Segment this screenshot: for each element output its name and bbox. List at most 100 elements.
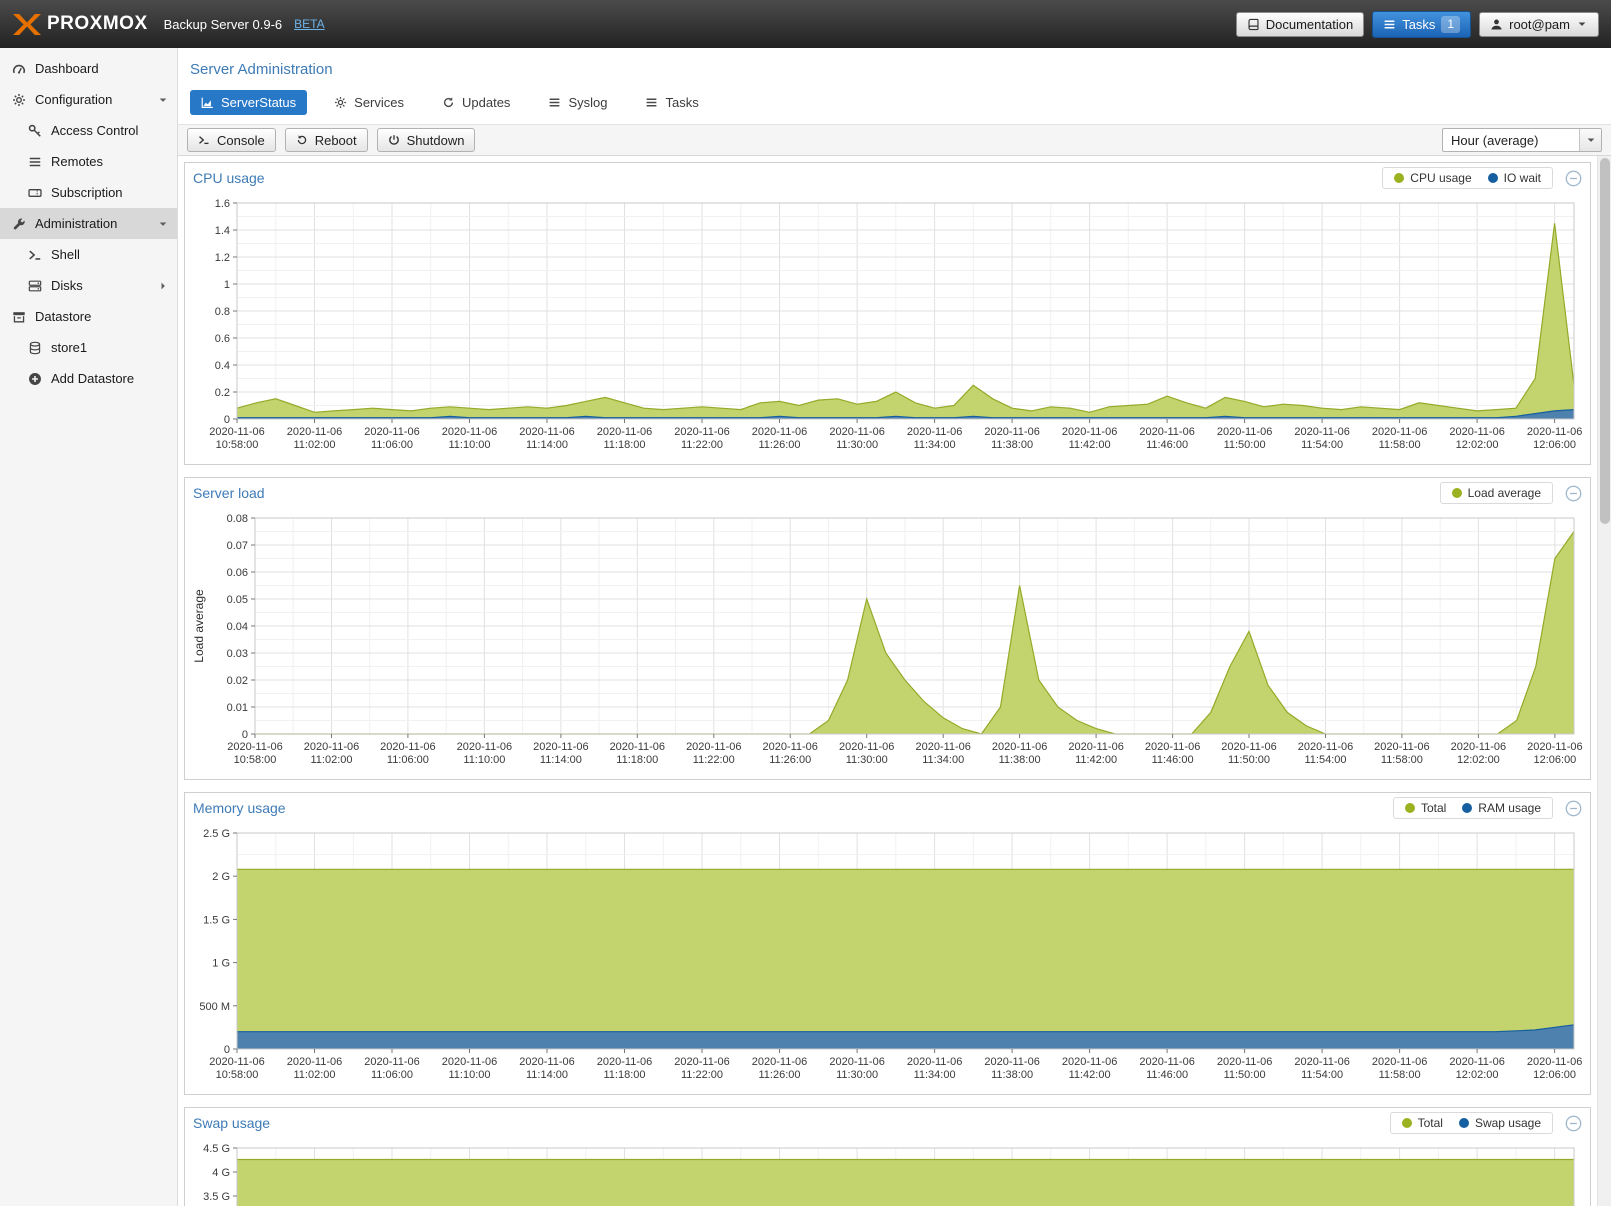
legend-item-load-average[interactable]: Load average [1451,486,1541,500]
list-icon [548,96,561,109]
sidebar-item-store1[interactable]: store1 [0,332,177,363]
timeframe-value: Hour (average) [1451,132,1539,148]
sidebar-item-administration[interactable]: Administration [0,208,177,239]
svg-text:0: 0 [224,1044,230,1056]
power-icon [388,134,400,146]
collapse-panel-icon[interactable] [1565,485,1582,502]
collapse-panel-icon[interactable] [1565,170,1582,187]
terminal-icon [198,134,210,146]
chart-legend: Load average [1439,482,1553,504]
beta-link[interactable]: BETA [294,17,325,31]
collapse-panel-icon[interactable] [1565,800,1582,817]
panel-server-load: Server load Load average 0 0.01 0.02 0.03 0.… [184,477,1591,780]
tab-updates[interactable]: Updates [431,90,521,115]
caret-down-icon [157,94,169,106]
sidebar-item-dashboard[interactable]: Dashboard [0,53,177,84]
legend-item-swap-usage[interactable]: Swap usage [1458,1116,1541,1130]
shutdown-button[interactable]: Shutdown [376,128,476,152]
sidebar-nav: Dashboard Configuration Access Control Remo… [0,48,178,1206]
gears-icon [334,96,347,109]
sidebar-item-label: Datastore [35,309,92,324]
svg-text:0.02: 0.02 [227,675,248,687]
svg-text:2 G: 2 G [212,871,230,883]
sidebar-item-access-control[interactable]: Access Control [0,115,177,146]
database-icon [28,341,42,355]
tab-services[interactable]: Services [323,90,415,115]
svg-text:0.03: 0.03 [227,648,248,660]
sidebar-item-label: Administration [35,216,118,231]
reboot-button[interactable]: Reboot [284,128,368,152]
legend-item-ram-usage[interactable]: RAM usage [1462,801,1541,815]
tab-tasks[interactable]: Tasks [634,90,709,115]
caret-right-icon [157,280,169,292]
proxmox-logo: PROXMOX [12,12,148,37]
sidebar-item-datastore[interactable]: Datastore [0,301,177,332]
collapse-panel-icon[interactable] [1565,1115,1582,1132]
legend-item-io-wait[interactable]: IO wait [1487,171,1541,185]
timeframe-select[interactable]: Hour (average) [1442,128,1602,152]
key-icon [28,124,42,138]
panel-cpu-usage: CPU usage CPU usage IO wait 0 0.2 0.4 0.6 0.8… [184,162,1591,465]
sidebar-item-shell[interactable]: Shell [0,239,177,270]
sidebar-item-remotes[interactable]: Remotes [0,146,177,177]
svg-text:4 G: 4 G [212,1167,230,1179]
book-icon [1247,18,1260,31]
vertical-scrollbar[interactable] [1597,156,1611,1206]
svg-text:0: 0 [224,414,230,426]
user-menu-button[interactable]: root@pam [1479,11,1599,37]
svg-text:0.06: 0.06 [227,567,248,579]
chart-legend: Total RAM usage [1392,797,1553,819]
select-trigger[interactable] [1579,129,1601,151]
disks-icon [28,279,42,293]
tasks-button[interactable]: Tasks 1 [1372,10,1472,38]
refresh-icon [442,96,455,109]
panel-title: Swap usage [193,1115,271,1131]
panel-title: CPU usage [193,170,265,186]
sidebar-item-configuration[interactable]: Configuration [0,84,177,115]
scrollbar-thumb[interactable] [1600,158,1610,524]
tab-syslog[interactable]: Syslog [537,90,618,115]
legend-item-total[interactable]: Total [1404,801,1446,815]
svg-text:0.8: 0.8 [215,306,230,318]
documentation-button[interactable]: Documentation [1235,11,1365,37]
console-button[interactable]: Console [187,128,276,152]
legend-item-cpu-usage[interactable]: CPU usage [1394,171,1472,185]
caret-down-icon [1585,134,1597,146]
app-title: Backup Server 0.9-6 [163,16,283,32]
top-header: PROXMOX Backup Server 0.9-6 BETA Documen… [0,0,1611,48]
sidebar-item-label: Access Control [51,123,139,138]
sidebar-item-disks[interactable]: Disks [0,270,177,301]
tasks-count-badge: 1 [1441,15,1461,33]
gauge-icon [12,62,26,76]
svg-text:1 G: 1 G [212,958,230,970]
sidebar-item-add-datastore[interactable]: Add Datastore [0,363,177,394]
documentation-label: Documentation [1265,16,1354,32]
sidebar-item-subscription[interactable]: Subscription [0,177,177,208]
legend-item-total[interactable]: Total [1401,1116,1443,1130]
svg-text:1.6: 1.6 [215,198,230,210]
tab-serverstatus[interactable]: ServerStatus [190,89,308,115]
toolbar-buttons: Console Reboot Shutdown [187,128,476,152]
